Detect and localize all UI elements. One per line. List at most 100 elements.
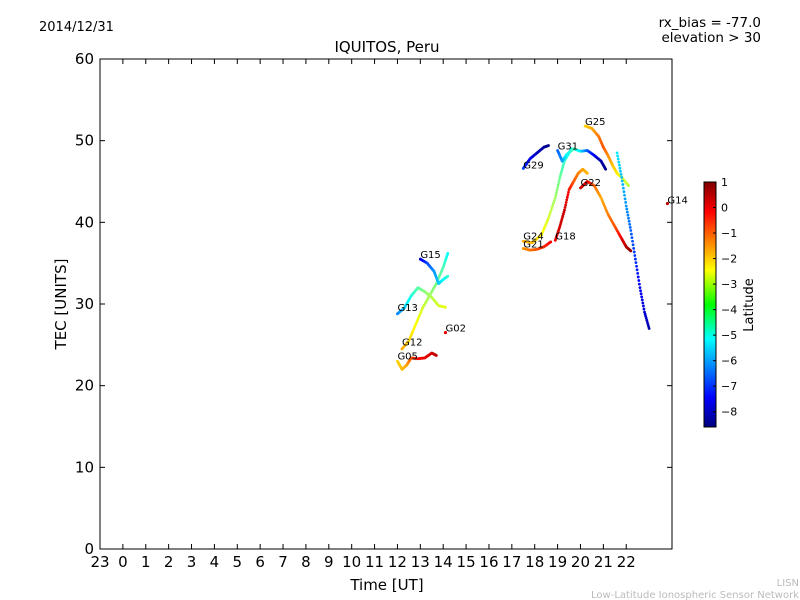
- colorbar-tick-label: −6: [721, 355, 737, 368]
- data-point: [566, 193, 570, 197]
- x-tick-label: 3: [187, 553, 197, 571]
- x-tick-label: 1: [141, 553, 151, 571]
- y-tick-label: 50: [75, 132, 94, 150]
- track-G31: [556, 147, 608, 171]
- track-G21: [521, 240, 553, 252]
- satellite-label: G22: [580, 178, 600, 189]
- data-point: [563, 206, 567, 209]
- data-point: [623, 193, 626, 197]
- data-point: [621, 186, 625, 190]
- x-tick-label: 14: [434, 553, 453, 571]
- data-point: [556, 186, 559, 190]
- x-tick-label: 11: [365, 553, 384, 571]
- data-point: [639, 292, 643, 296]
- colorbar-tick-label: −1: [721, 227, 737, 240]
- chart-title: IQUITOS, Peru: [334, 38, 439, 56]
- track-G02: [443, 330, 448, 335]
- data-point: [626, 213, 630, 217]
- data-point: [625, 207, 629, 211]
- y-tick-label: 40: [75, 213, 94, 231]
- x-tick-label: 13: [411, 553, 430, 571]
- data-point: [634, 261, 638, 265]
- x-axis-label: Time [UT]: [349, 576, 423, 594]
- data-point: [637, 282, 641, 286]
- y-tick-label: 20: [75, 377, 94, 395]
- x-tick-label: 7: [278, 553, 288, 571]
- satellite-label: G29: [523, 160, 543, 171]
- track-G18: [553, 167, 589, 242]
- track-G29: [521, 144, 550, 170]
- data-point: [621, 183, 625, 186]
- y-tick-label: 10: [75, 458, 94, 476]
- satellite-label: G05: [397, 351, 417, 362]
- colorbar-label: Latitude: [742, 278, 757, 332]
- data-point: [647, 327, 651, 330]
- data-point: [622, 190, 626, 194]
- data-point: [633, 254, 637, 257]
- data-point: [616, 157, 620, 161]
- data-point: [630, 236, 634, 240]
- data-point: [635, 264, 638, 268]
- satellite-label: G21: [523, 239, 543, 250]
- data-point: [624, 204, 628, 208]
- x-tick-label: 20: [571, 553, 590, 571]
- colorbar-ticks: 1 0 −1 −2 −3 −4 −5 −6 −7 −8: [713, 176, 737, 419]
- satellite-label: G13: [397, 303, 417, 314]
- track-G12: [400, 251, 450, 351]
- satellite-label: G18: [555, 231, 575, 242]
- data-point: [444, 305, 447, 309]
- data-point: [640, 298, 644, 302]
- data-point: [563, 208, 566, 212]
- data-point: [615, 151, 619, 155]
- plot-area-frame: [99, 58, 673, 550]
- x-tick-label: 2: [164, 553, 174, 571]
- track-G25: [583, 124, 630, 187]
- data-point: [641, 301, 645, 305]
- data-point: [547, 216, 550, 220]
- data-point: [553, 198, 556, 202]
- satellite-label: G25: [585, 117, 605, 128]
- colorbar-tick-label: −7: [721, 380, 737, 393]
- data-point: [446, 274, 450, 278]
- x-tick-label: 8: [301, 553, 311, 571]
- data-point: [446, 251, 450, 255]
- data-point: [624, 201, 628, 204]
- data-point: [637, 279, 641, 282]
- data-point: [629, 229, 633, 232]
- data-point: [551, 204, 555, 207]
- data-point: [625, 210, 629, 214]
- satellite-label: G31: [558, 141, 578, 152]
- x-tick-label: 22: [617, 553, 636, 571]
- colorbar-tick-label: −8: [721, 406, 737, 419]
- colorbar-tick-label: 1: [721, 176, 728, 189]
- data-point: [628, 222, 632, 226]
- y-tick-label: 30: [75, 295, 94, 313]
- data-point: [636, 275, 640, 279]
- rx-bias-label: rx_bias = -77.0: [659, 15, 761, 31]
- colorbar-tick-label: −2: [721, 253, 737, 266]
- footer-org-long: Low-Latitude Ionospheric Sensor Network: [591, 590, 799, 600]
- data-point: [549, 240, 553, 244]
- data-point: [627, 184, 630, 187]
- track-G05: [396, 351, 438, 371]
- x-tick-label: 6: [255, 553, 265, 571]
- satellite-label: G24: [523, 231, 543, 242]
- colorbar-tick-label: 0: [721, 202, 728, 215]
- x-tick-label: 0: [118, 553, 128, 571]
- x-tick-label: 10: [342, 553, 361, 571]
- elevation-label: elevation > 30: [661, 30, 761, 46]
- satellite-label: G02: [445, 324, 465, 335]
- data-point: [557, 178, 561, 182]
- y-axis-label: TEC [UNITS]: [52, 259, 70, 351]
- satellite-label: G15: [420, 250, 440, 261]
- footer-org-short: LISN: [777, 578, 799, 589]
- data-point: [555, 191, 558, 195]
- data-point: [567, 190, 570, 194]
- track-G24: [521, 147, 573, 245]
- colorbar: [703, 181, 717, 428]
- data-point: [555, 188, 559, 192]
- x-tick-label: 15: [457, 553, 476, 571]
- data-point: [640, 295, 644, 299]
